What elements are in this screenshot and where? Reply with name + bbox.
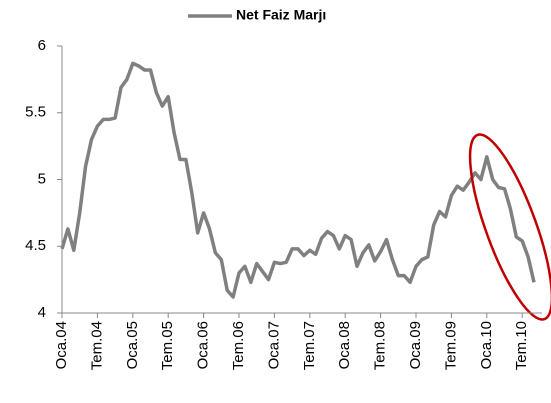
x-tick-label: Oca.04 xyxy=(53,321,70,369)
x-tick-label: Tem.08 xyxy=(372,321,389,370)
x-tick-label: Tem.09 xyxy=(442,321,459,370)
y-tick-label: 6 xyxy=(38,37,46,54)
x-tick-label: Oca.09 xyxy=(407,321,424,369)
x-tick-label: Oca.07 xyxy=(265,321,282,369)
x-tick-label: Oca.08 xyxy=(336,321,353,369)
x-tick-label: Tem.05 xyxy=(159,321,176,370)
highlight-ellipse xyxy=(468,133,551,321)
x-tick-label: Tem.07 xyxy=(301,321,318,370)
y-tick-label: 5.5 xyxy=(25,104,46,121)
x-tick-label: Tem.04 xyxy=(88,321,105,370)
x-tick-label: Oca.06 xyxy=(195,321,212,369)
y-tick-label: 5 xyxy=(38,170,46,187)
x-tick-label: Tem.06 xyxy=(230,321,247,370)
x-tick-label: Oca.10 xyxy=(478,321,495,369)
legend-label: Net Faiz Marjı xyxy=(236,7,326,23)
data-line xyxy=(60,61,536,299)
x-tick-label: Tem.10 xyxy=(513,321,530,370)
y-tick-label: 4 xyxy=(38,304,46,321)
x-tick-label: Oca.05 xyxy=(124,321,141,369)
y-tick-label: 4.5 xyxy=(25,237,46,254)
